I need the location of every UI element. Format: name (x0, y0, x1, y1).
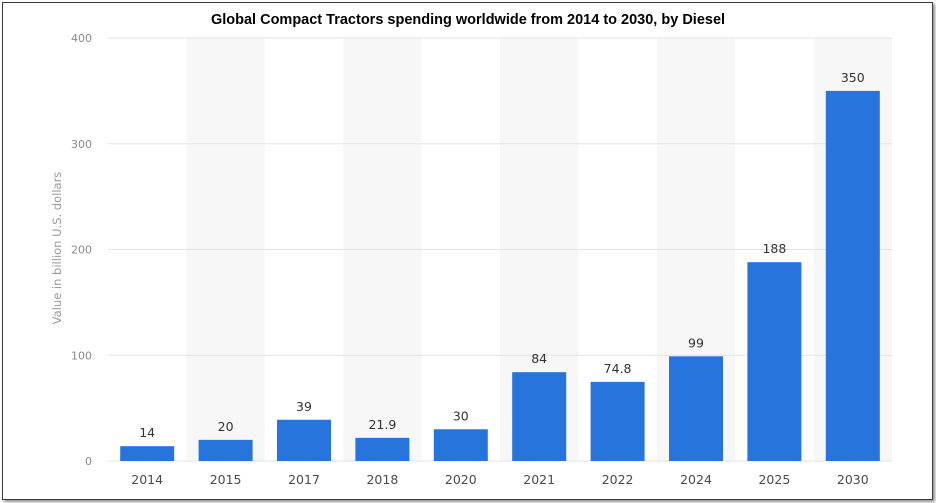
value-label-2022: 74.8 (604, 361, 632, 376)
bar-2018 (355, 437, 410, 461)
chart-title: Global Compact Tractors spending worldwi… (210, 12, 726, 28)
x-tick-label: 2030 (837, 472, 869, 487)
value-label-2014: 14 (139, 425, 155, 440)
value-label-2020: 30 (453, 408, 469, 423)
value-label-2024: 99 (688, 335, 704, 350)
x-tick-label: 2025 (758, 472, 790, 487)
value-label-2021: 84 (531, 351, 547, 366)
bar-2020 (433, 429, 488, 461)
bar-2022 (590, 381, 645, 461)
bar-2030 (825, 90, 880, 461)
x-tick-label: 2014 (131, 472, 163, 487)
x-tick-label: 2017 (288, 472, 320, 487)
bar-2024 (669, 356, 723, 461)
bar-2025 (747, 262, 802, 461)
bar-2021 (512, 372, 567, 461)
value-label-2018: 21.9 (368, 417, 396, 432)
bar-2014 (120, 446, 175, 461)
bar-2017 (277, 419, 331, 461)
y-tick-label: 0 (85, 455, 92, 468)
value-label-2015: 20 (218, 419, 234, 434)
x-tick-label: 2015 (210, 472, 242, 487)
x-tick-label: 2020 (445, 472, 477, 487)
y-tick-label: 200 (71, 244, 92, 257)
value-label-2025: 188 (762, 241, 786, 256)
y-axis-label: Value in billion U.S. dollars (50, 172, 64, 325)
x-tick-label: 2024 (680, 472, 712, 487)
x-tick-label: 2018 (366, 472, 398, 487)
y-tick-label: 100 (71, 349, 92, 362)
y-tick-label: 300 (71, 138, 92, 151)
value-label-2030: 350 (841, 70, 865, 85)
value-label-2017: 39 (296, 399, 312, 414)
x-tick-label: 2021 (523, 472, 555, 487)
x-tick-label: 2022 (602, 472, 634, 487)
y-tick-label: 400 (71, 32, 92, 45)
bar-2015 (198, 439, 253, 461)
